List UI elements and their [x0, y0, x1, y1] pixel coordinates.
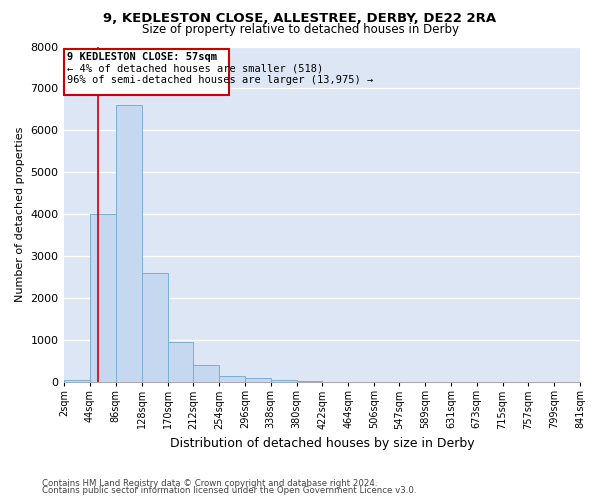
Bar — [116, 106, 142, 382]
Bar — [245, 378, 271, 382]
Bar — [271, 380, 296, 382]
Text: 9 KEDLESTON CLOSE: 57sqm: 9 KEDLESTON CLOSE: 57sqm — [67, 52, 217, 62]
Text: ← 4% of detached houses are smaller (518): ← 4% of detached houses are smaller (518… — [67, 64, 323, 74]
Y-axis label: Number of detached properties: Number of detached properties — [15, 126, 25, 302]
Text: 9, KEDLESTON CLOSE, ALLESTREE, DERBY, DE22 2RA: 9, KEDLESTON CLOSE, ALLESTREE, DERBY, DE… — [103, 12, 497, 26]
Text: Contains HM Land Registry data © Crown copyright and database right 2024.: Contains HM Land Registry data © Crown c… — [42, 478, 377, 488]
X-axis label: Distribution of detached houses by size in Derby: Distribution of detached houses by size … — [170, 437, 475, 450]
Bar — [90, 214, 116, 382]
Bar — [193, 366, 219, 382]
Bar — [142, 273, 167, 382]
FancyBboxPatch shape — [64, 48, 229, 95]
Bar — [296, 381, 322, 382]
Text: 96% of semi-detached houses are larger (13,975) →: 96% of semi-detached houses are larger (… — [67, 75, 373, 85]
Bar — [64, 380, 90, 382]
Text: Contains public sector information licensed under the Open Government Licence v3: Contains public sector information licen… — [42, 486, 416, 495]
Text: Size of property relative to detached houses in Derby: Size of property relative to detached ho… — [142, 22, 458, 36]
Bar — [167, 342, 193, 382]
Bar — [219, 376, 245, 382]
